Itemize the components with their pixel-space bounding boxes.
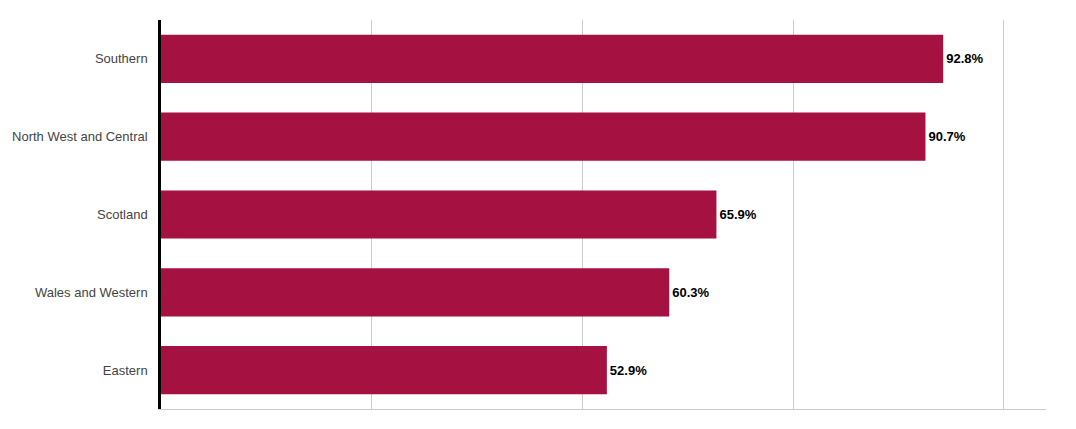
svg-text:65.9%: 65.9% <box>719 207 756 222</box>
svg-text:Southern: Southern <box>95 51 148 66</box>
svg-text:Scotland: Scotland <box>97 207 148 222</box>
svg-text:Eastern: Eastern <box>103 363 148 378</box>
svg-text:52.9%: 52.9% <box>610 363 647 378</box>
svg-text:92.8%: 92.8% <box>946 51 983 66</box>
svg-text:60.3%: 60.3% <box>672 285 709 300</box>
svg-text:North West and Central: North West and Central <box>12 129 148 144</box>
svg-text:Wales and Western: Wales and Western <box>35 285 148 300</box>
svg-text:90.7%: 90.7% <box>928 129 965 144</box>
